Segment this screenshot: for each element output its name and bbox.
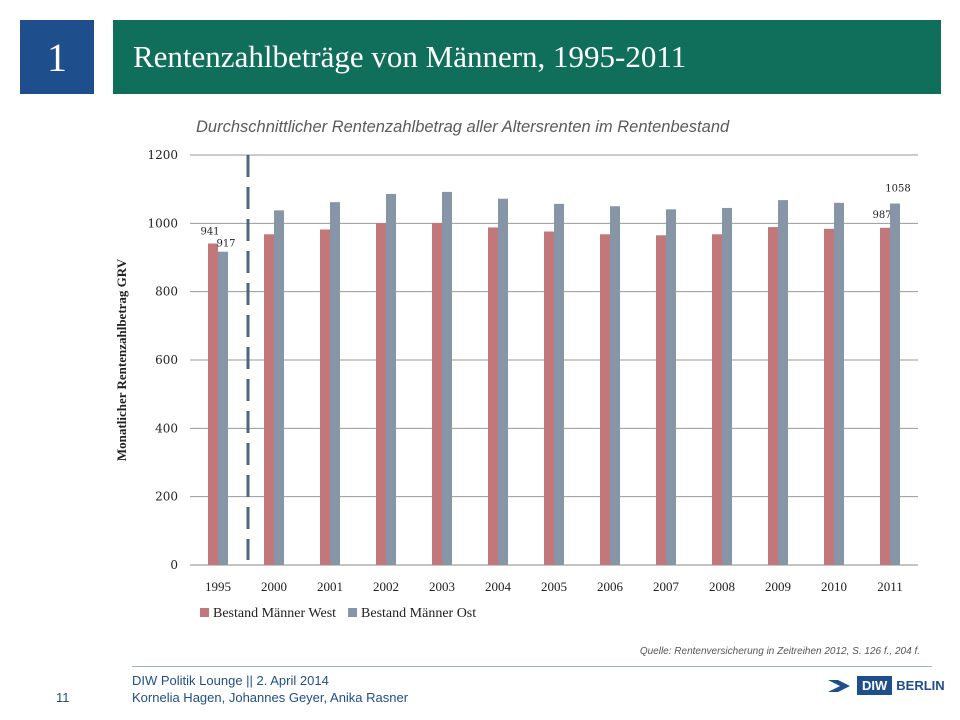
legend-label: Bestand Männer Ost <box>361 606 476 621</box>
x-tick-label: 2004 <box>485 579 512 594</box>
bar-ost-2005 <box>554 203 564 565</box>
bar-ost-2009 <box>778 200 788 565</box>
bar-ost-2001 <box>330 202 340 565</box>
bar-ost-2000 <box>274 210 284 565</box>
footer-event: DIW Politik Lounge || 2. April 2014 <box>132 673 329 688</box>
page-number: 11 <box>56 690 70 705</box>
x-tick-label: 2003 <box>429 579 455 594</box>
y-tick-label: 1200 <box>147 148 178 162</box>
slide-number-box: 1 <box>20 20 94 94</box>
data-label: 941 <box>200 226 219 237</box>
x-tick-label: 2005 <box>541 579 567 594</box>
legend-swatch <box>348 608 358 617</box>
x-tick-label: 2007 <box>653 579 680 594</box>
y-tick-label: 0 <box>170 558 178 572</box>
x-tick-label: 2010 <box>821 579 847 594</box>
bar-west-2001 <box>320 229 330 565</box>
logo-diw: DIW <box>857 676 893 695</box>
y-tick-label: 1000 <box>147 216 178 230</box>
bar-west-2008 <box>712 234 722 565</box>
bar-ost-2007 <box>666 209 676 565</box>
legend-swatch <box>200 608 209 617</box>
y-tick-label: 200 <box>155 490 178 504</box>
bar-west-2009 <box>768 227 778 565</box>
bar-ost-2010 <box>834 202 844 566</box>
data-label: 917 <box>216 239 235 250</box>
bar-ost-1995 <box>218 251 228 566</box>
slide-number: 1 <box>47 34 67 80</box>
bar-west-2004 <box>488 227 498 565</box>
bar-west-2010 <box>824 228 834 566</box>
x-tick-label: 2001 <box>317 579 343 594</box>
bar-west-2003 <box>432 222 442 565</box>
bar-west-1995 <box>208 243 218 565</box>
x-tick-label: 2000 <box>261 579 287 594</box>
x-tick-label: 2009 <box>765 579 791 594</box>
source-note: Quelle: Rentenversicherung in Zeitreihen… <box>639 646 920 657</box>
bar-west-2011 <box>880 227 890 565</box>
y-tick-label: 800 <box>155 285 178 299</box>
bar-ost-2003 <box>442 191 452 565</box>
legend-label: Bestand Männer West <box>213 606 336 621</box>
bar-ost-2002 <box>386 193 396 565</box>
footer-authors: Kornelia Hagen, Johannes Geyer, Anika Ra… <box>132 690 409 705</box>
data-label: 1058 <box>885 184 910 195</box>
logo-berlin: BERLIN <box>896 678 945 693</box>
slide-title: Rentenzahlbeträge von Männern, 1995-2011 <box>133 39 687 74</box>
data-label: 987 <box>872 210 891 221</box>
bar-west-2006 <box>600 234 610 565</box>
title-bar: Rentenzahlbeträge von Männern, 1995-2011 <box>113 20 941 94</box>
bar-ost-2011 <box>890 203 900 565</box>
chart-subtitle: Durchschnittlicher Rentenzahlbetrag alle… <box>196 118 730 136</box>
bar-west-2002 <box>376 223 386 566</box>
y-tick-label: 400 <box>155 421 178 435</box>
x-tick-label: 2011 <box>877 579 903 594</box>
bar-ost-2004 <box>498 198 508 565</box>
bar-west-2005 <box>544 231 554 566</box>
x-tick-label: 2008 <box>709 579 735 594</box>
bar-ost-2008 <box>722 207 732 566</box>
bar-west-2000 <box>264 234 274 565</box>
x-tick-label: 1995 <box>205 579 231 594</box>
x-tick-label: 2006 <box>597 579 624 594</box>
y-tick-label: 600 <box>155 353 178 367</box>
bar-west-2007 <box>656 235 666 565</box>
bar-ost-2006 <box>610 206 620 565</box>
logo-arrow-icon <box>828 679 850 692</box>
diw-logo: DIW BERLIN <box>828 676 945 695</box>
footer-divider <box>132 666 932 667</box>
x-tick-label: 2002 <box>373 579 399 594</box>
y-axis-title: Monatlicher Rentenzahlbetrag GRV <box>114 258 129 461</box>
